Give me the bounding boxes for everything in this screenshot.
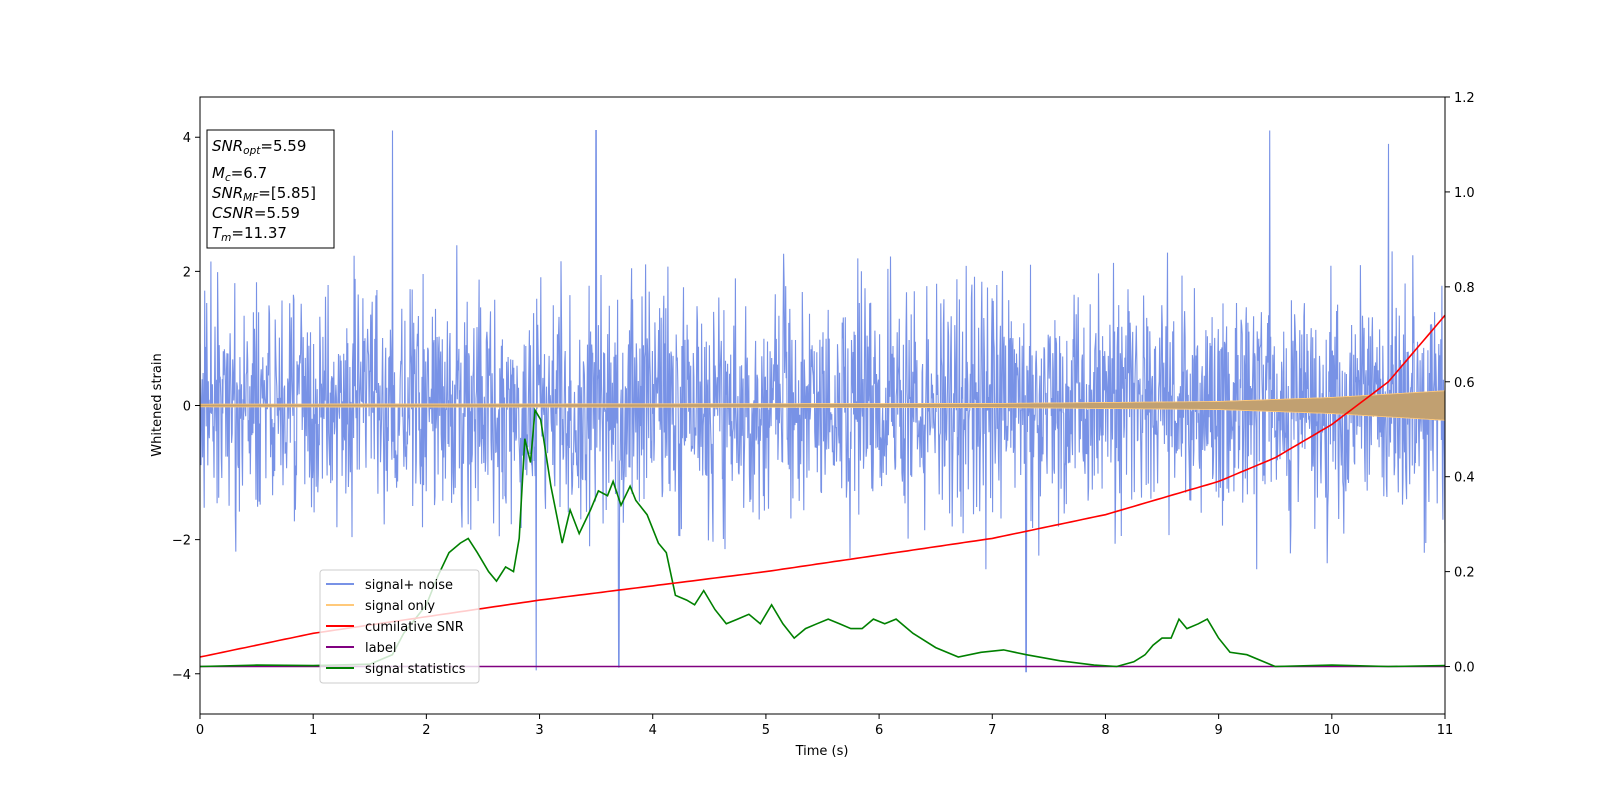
x-axis: 0 1 2 3 4 5 6 7 8 9 10 11 [196,714,1453,738]
legend-item-signal-plus-noise: signal+ noise [326,578,453,593]
legend-item-label: label [326,641,396,656]
x-tick-label: 11 [1437,723,1454,738]
x-tick-label: 7 [988,723,996,738]
legend-label: signal+ noise [365,578,453,593]
annotation-snr-opt: SNRopt=5.59 [212,137,306,157]
y2-tick-label: 0.4 [1454,471,1475,486]
annotation-tm: Tm=11.37 [212,224,287,244]
x-tick-label: 1 [309,723,317,738]
x-tick-label: 2 [422,723,430,738]
snr-annotation-box: SNRopt=5.59 Mc=6.7 SNRMF=[5.85] CSNR=5.5… [206,129,335,249]
y-tick-label: 0 [183,400,191,415]
y-axis-right: 0.0 0.2 0.4 0.6 0.8 1.0 1.2 [1445,91,1475,676]
series-signal-statistics [200,407,1445,668]
annotation-csnr: CSNR=5.59 [212,204,300,222]
x-tick-label: 0 [196,723,204,738]
x-tick-label: 3 [535,723,543,738]
y2-tick-label: 0.2 [1454,566,1475,581]
legend-label: signal only [365,599,435,614]
y2-tick-label: 1.2 [1454,91,1475,106]
legend-item-signal-only: signal only [326,599,435,614]
x-tick-label: 4 [649,723,657,738]
x-tick-label: 8 [1101,723,1109,738]
y-tick-label: −4 [172,668,191,683]
y-tick-label: 4 [183,131,191,146]
legend-label: signal statistics [365,662,466,677]
legend-item-cumulative-snr: cumilative SNR [326,620,464,635]
annotation-snr-mf: SNRMF=[5.85] [212,184,316,204]
legend-label: cumilative SNR [365,620,464,635]
y-tick-label: 2 [183,265,191,280]
y2-tick-label: 0.8 [1454,281,1475,296]
y-axis-label: Whitened strain [150,353,165,456]
y-axis-left: −4 −2 0 2 4 [172,131,200,683]
x-tick-label: 5 [762,723,770,738]
x-tick-label: 6 [875,723,883,738]
legend-item-signal-statistics: signal statistics [326,662,466,677]
y2-tick-label: 0.0 [1454,661,1475,676]
series-signal-only [200,390,1445,421]
x-tick-label: 9 [1214,723,1222,738]
y2-tick-label: 0.6 [1454,376,1475,391]
x-tick-label: 10 [1324,723,1341,738]
legend: signal+ noise signal only cumilative SNR… [319,569,480,684]
x-axis-label: Time (s) [795,744,849,759]
y2-tick-label: 1.0 [1454,186,1475,201]
legend-label: label [365,641,396,656]
y-tick-label: −2 [172,534,191,549]
annotation-mc: Mc=6.7 [212,164,267,184]
